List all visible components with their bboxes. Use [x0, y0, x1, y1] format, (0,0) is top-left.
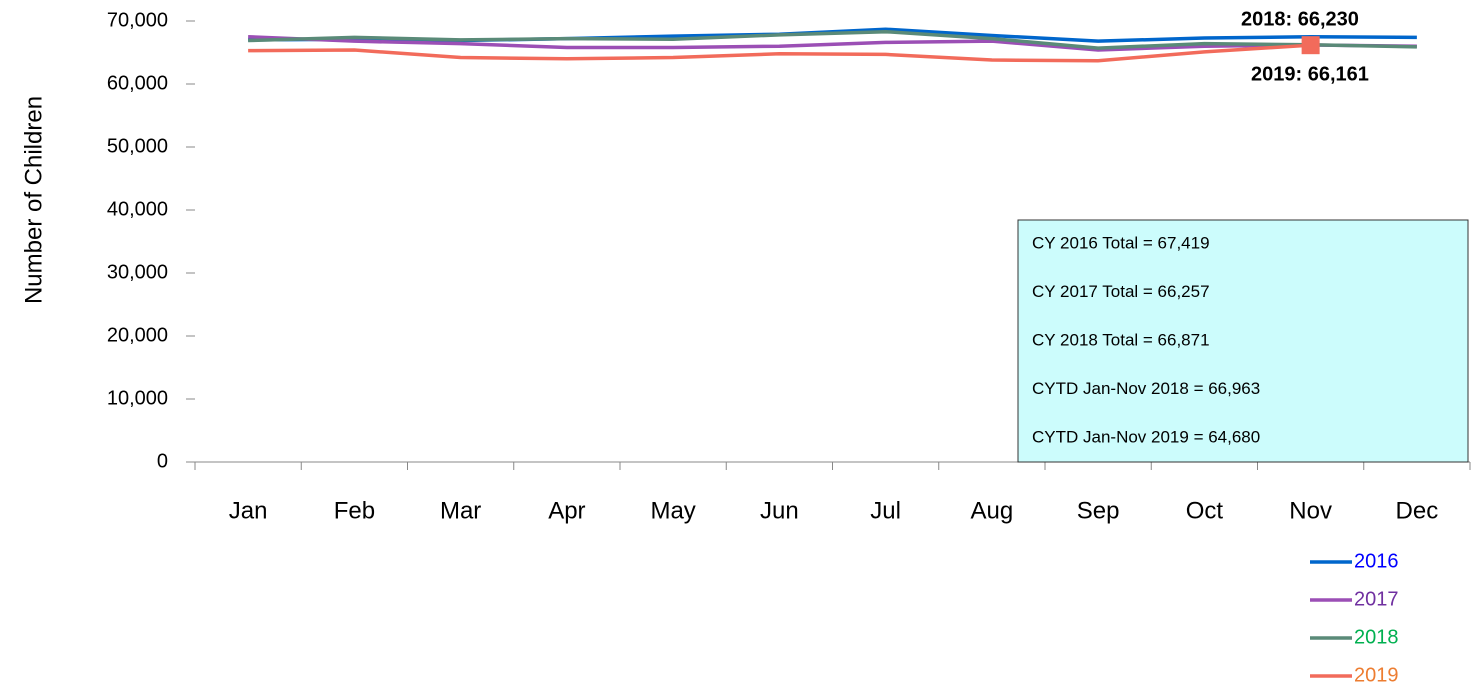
y-tick-label: 70,000: [107, 9, 168, 31]
legend-label: 2017: [1354, 588, 1399, 610]
summary-line: CY 2017 Total = 66,257: [1032, 282, 1210, 301]
x-tick-label: Dec: [1396, 497, 1439, 524]
y-tick-label: 0: [157, 450, 168, 472]
series-line: [248, 35, 1417, 52]
x-tick-label: May: [650, 497, 695, 524]
series-line: [248, 29, 1417, 50]
x-tick-label: Jun: [760, 497, 799, 524]
summary-line: CYTD Jan-Nov 2018 = 66,963: [1032, 379, 1260, 398]
data-label: 2019: 66,161: [1251, 63, 1369, 85]
x-tick-label: Mar: [440, 497, 481, 524]
legend-label: 2018: [1354, 626, 1399, 648]
x-tick-label: Oct: [1186, 497, 1224, 524]
summary-line: CY 2016 Total = 67,419: [1032, 233, 1210, 252]
summary-box: [1017, 219, 1469, 463]
marker: [1301, 36, 1320, 55]
y-tick-label: 40,000: [107, 198, 168, 220]
y-tick-label: 60,000: [107, 72, 168, 94]
summary-line: CYTD Jan-Nov 2019 = 64,680: [1032, 427, 1260, 446]
legend-label: 2016: [1354, 550, 1399, 572]
x-tick-label: Aug: [971, 497, 1014, 524]
x-tick-label: Sep: [1077, 497, 1120, 524]
y-axis-label: Number of Children: [20, 96, 47, 304]
x-tick-label: Feb: [334, 497, 375, 524]
x-tick-label: Apr: [548, 497, 585, 524]
series-line: [248, 43, 1311, 63]
y-tick-label: 50,000: [107, 135, 168, 157]
data-label: 2018: 66,230: [1241, 8, 1359, 30]
summary-line: CY 2018 Total = 66,871: [1032, 330, 1210, 349]
legend-label: 2019: [1354, 664, 1399, 686]
y-tick-label: 30,000: [107, 261, 168, 283]
y-tick-label: 10,000: [107, 387, 168, 409]
y-tick-label: 20,000: [107, 324, 168, 346]
x-tick-label: Jan: [229, 497, 268, 524]
x-tick-label: Jul: [870, 497, 901, 524]
x-tick-label: Nov: [1289, 497, 1332, 524]
